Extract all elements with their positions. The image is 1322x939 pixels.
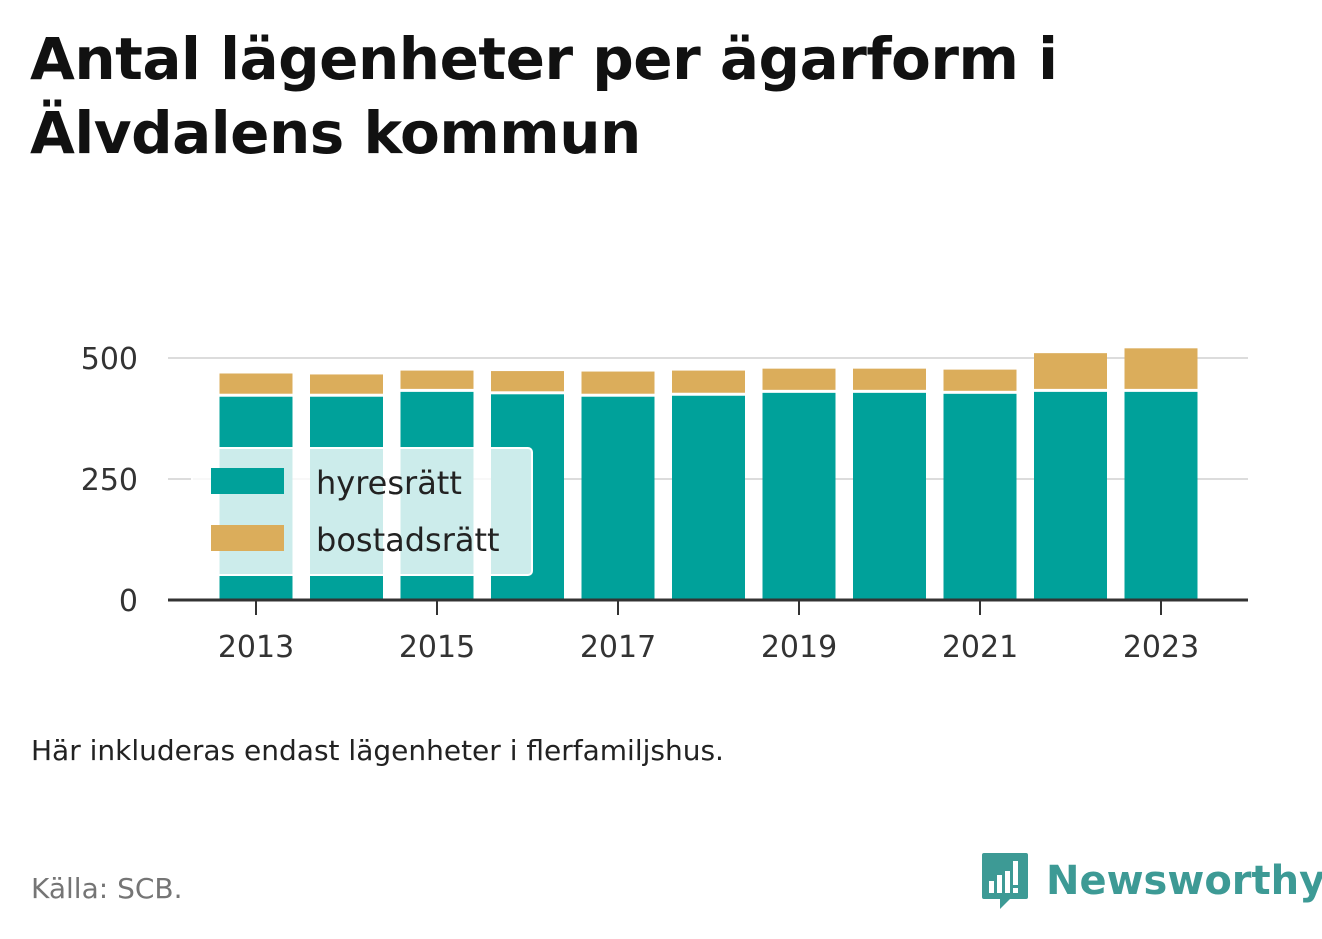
y-tick-label: 0 xyxy=(119,584,138,619)
brand-name: Newsworthy xyxy=(1046,858,1322,904)
bar-bostadsrätt-2023 xyxy=(1124,348,1198,389)
y-tick-label: 500 xyxy=(81,342,138,377)
bar-hyresrätt-2023 xyxy=(1124,391,1198,600)
bar-hyresrätt-2021 xyxy=(943,393,1017,600)
x-tick-label: 2017 xyxy=(580,630,656,665)
x-tick-label: 2013 xyxy=(218,630,294,665)
x-tick-label: 2023 xyxy=(1123,630,1199,665)
source-credit: Källa: SCB. xyxy=(31,872,183,905)
brand-logo: Newsworthy xyxy=(980,850,1322,912)
bar-hyresrätt-2022 xyxy=(1034,391,1107,600)
x-tick-label: 2021 xyxy=(942,630,1018,665)
legend-label-hyresrätt: hyresrätt xyxy=(316,464,462,502)
legend-swatch-hyresrätt xyxy=(211,468,284,494)
stacked-bar-chart: 0 250 500 2013 2015 2017 2019 2021 2023 hyresrät… xyxy=(81,342,1248,665)
x-tick-label: 2015 xyxy=(399,630,475,665)
bar-bostadsrätt-2020 xyxy=(853,368,926,390)
legend-swatch-bostadsrätt xyxy=(211,525,284,551)
chart-area: 0 250 500 2013 2015 2017 2019 2021 2023 hyresrät… xyxy=(0,300,1322,700)
bar-bostadsrätt-2014 xyxy=(310,374,383,394)
bar-bostadsrätt-2015 xyxy=(400,370,474,389)
bar-hyresrätt-2020 xyxy=(853,392,926,600)
bar-bostadsrätt-2017 xyxy=(581,371,655,394)
x-tick-label: 2019 xyxy=(761,630,837,665)
bar-bostadsrätt-2019 xyxy=(762,368,836,390)
bar-bostadsrätt-2013 xyxy=(219,373,293,394)
axis-layer: 0 250 500 2013 2015 2017 2019 2021 2023 xyxy=(81,342,1248,665)
bar-hyresrätt-2018 xyxy=(672,395,745,600)
title-line-1: Antal lägenheter per ägarform i xyxy=(30,25,1058,93)
bar-hyresrätt-2017 xyxy=(581,396,655,600)
bar-hyresrätt-2019 xyxy=(762,392,836,600)
y-tick-label: 250 xyxy=(81,463,138,498)
bar-bostadsrätt-2018 xyxy=(672,370,745,393)
title-line-2: Älvdalens kommun xyxy=(30,99,641,167)
legend-label-bostadsrätt: bostadsrätt xyxy=(316,521,500,559)
footnote: Här inkluderas endast lägenheter i flerf… xyxy=(31,734,724,767)
bar-bostadsrätt-2016 xyxy=(491,371,564,392)
bar-bostadsrätt-2022 xyxy=(1034,353,1107,389)
legend: hyresrätt bostadsrätt xyxy=(191,447,533,576)
bar-bostadsrätt-2021 xyxy=(943,369,1017,391)
chart-title: Antal lägenheter per ägarform i Älvdalen… xyxy=(30,22,1230,170)
bar-chart-speech-bubble-icon xyxy=(982,853,1028,909)
